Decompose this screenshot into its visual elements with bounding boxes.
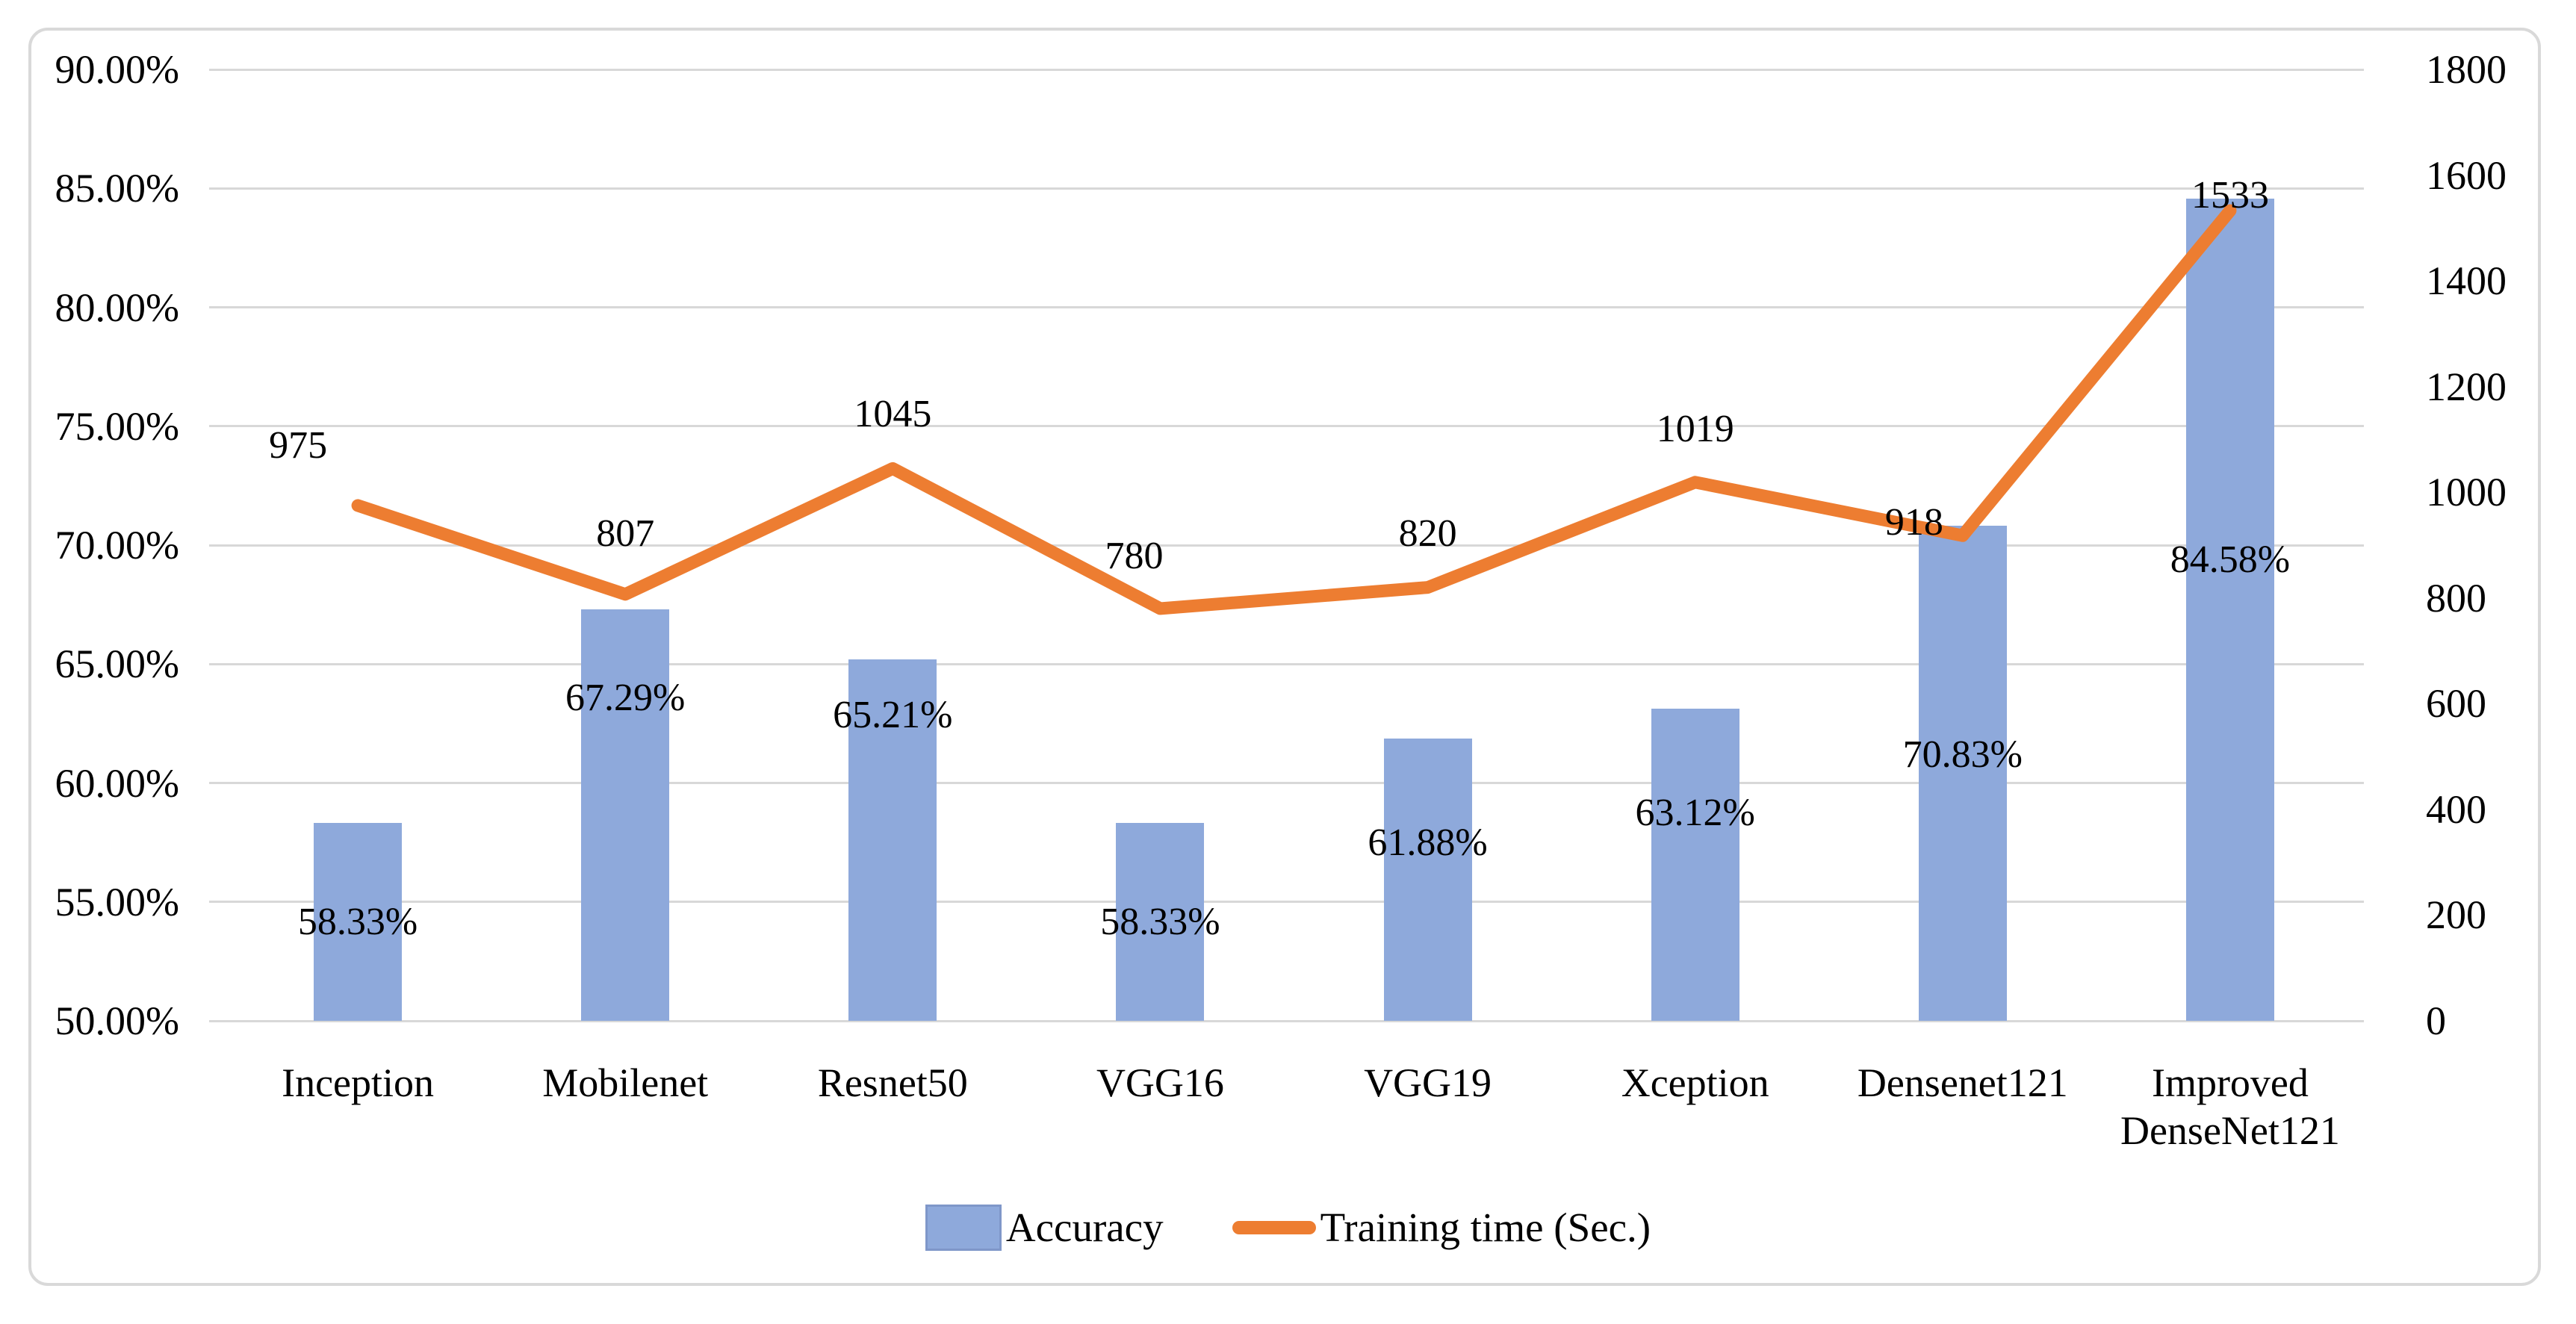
left-axis-tick-label: 70.00% <box>55 523 179 568</box>
right-axis-tick-label: 1400 <box>2426 258 2507 304</box>
gridline <box>209 187 2364 190</box>
accuracy-bar-xception <box>1651 709 1739 1021</box>
training-time-data-label: 807 <box>596 512 655 555</box>
accuracy-bar-inception <box>314 822 403 1021</box>
training-time-swatch-icon <box>1232 1220 1316 1234</box>
right-axis-tick-label: 800 <box>2426 575 2486 621</box>
accuracy-bar-vgg16 <box>1116 822 1205 1021</box>
gridline <box>209 425 2364 428</box>
accuracy-data-label: 84.58% <box>2170 538 2291 581</box>
gridline <box>209 68 2364 71</box>
gridline <box>209 782 2364 784</box>
right-axis-tick-label: 200 <box>2426 892 2486 938</box>
accuracy-data-label: 63.12% <box>1635 792 1755 835</box>
accuracy-swatch-icon <box>925 1204 1002 1251</box>
accuracy-data-label: 58.33% <box>1100 900 1220 943</box>
accuracy-data-label: 70.83% <box>1902 733 2023 776</box>
accuracy-bar-mobilenet <box>581 609 670 1021</box>
category-label-vgg16: VGG16 <box>1096 1060 1224 1105</box>
gridline <box>209 901 2364 904</box>
training-time-data-label: 918 <box>1884 501 1943 544</box>
right-axis-tick-label: 1200 <box>2426 364 2507 409</box>
accuracy-bar-resnet50 <box>848 659 937 1021</box>
legend: Accuracy Training time (Sec.) <box>0 1204 2576 1251</box>
right-axis-tick-label: 1800 <box>2426 47 2507 92</box>
left-axis-tick-label: 90.00% <box>55 47 179 92</box>
left-axis-tick-label: 80.00% <box>55 285 179 330</box>
left-axis-tick-label: 60.00% <box>55 760 179 806</box>
right-axis-tick-label: 400 <box>2426 786 2486 832</box>
accuracy-data-label: 58.33% <box>297 900 418 943</box>
left-axis-tick-label: 65.00% <box>55 641 179 687</box>
right-axis-tick-label: 1600 <box>2426 152 2507 198</box>
right-axis-tick-label: 0 <box>2426 998 2446 1043</box>
training-time-data-label: 1019 <box>1656 407 1734 450</box>
legend-item-training-time: Training time (Sec.) <box>1232 1204 1651 1251</box>
accuracy-data-label: 61.88% <box>1368 821 1488 864</box>
gridline <box>209 662 2364 665</box>
legend-item-accuracy: Accuracy <box>925 1204 1164 1251</box>
training-time-data-label: 780 <box>1105 534 1164 577</box>
category-label-vgg19: VGG19 <box>1364 1060 1492 1105</box>
gridline <box>209 1019 2364 1022</box>
legend-label-training-time: Training time (Sec.) <box>1320 1205 1651 1250</box>
left-axis-tick-label: 55.00% <box>55 879 179 924</box>
left-axis-tick-label: 75.00% <box>55 403 179 449</box>
category-label-inception: Inception <box>282 1060 435 1105</box>
training-time-data-label: 820 <box>1398 512 1457 555</box>
right-axis-tick-label: 600 <box>2426 681 2486 727</box>
gridline <box>209 306 2364 308</box>
accuracy-data-label: 67.29% <box>565 677 686 720</box>
category-label-densenet121: Densenet121 <box>1857 1060 2068 1105</box>
category-label-resnet50: Resnet50 <box>817 1060 968 1105</box>
accuracy-bar-vgg19 <box>1383 738 1472 1021</box>
category-label-mobilenet: Mobilenet <box>542 1060 709 1105</box>
training-time-data-label: 975 <box>269 423 328 467</box>
training-time-data-label: 1533 <box>2191 173 2269 217</box>
left-axis-tick-label: 85.00% <box>55 166 179 211</box>
training-time-data-label: 1045 <box>854 393 932 436</box>
left-axis-tick-label: 50.00% <box>55 998 179 1043</box>
category-label-improved-densenet121: Improved DenseNet121 <box>2120 1060 2340 1153</box>
category-label-xception: Xception <box>1621 1060 1769 1105</box>
accuracy-data-label: 65.21% <box>833 693 953 736</box>
legend-label-accuracy: Accuracy <box>1005 1205 1164 1250</box>
accuracy-bar-improved-densenet121 <box>2185 198 2274 1021</box>
right-axis-tick-label: 1000 <box>2426 470 2507 515</box>
